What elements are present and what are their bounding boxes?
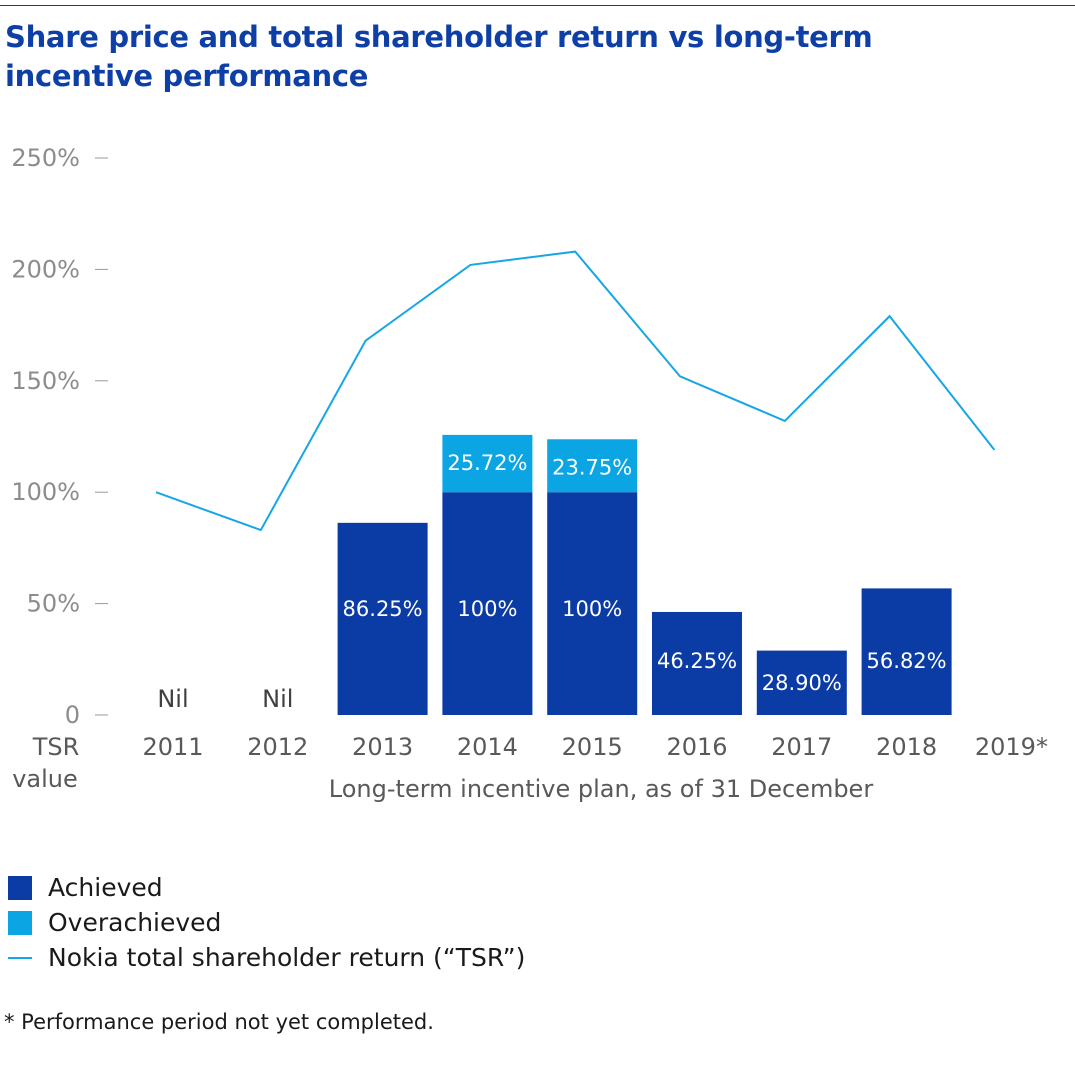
x-tick-label: 2013 [352,733,413,761]
bar-label-nil: Nil [157,685,188,713]
y-axis-label-line1: TSR [32,733,80,761]
x-tick-label: 2015 [562,733,623,761]
bar-overachieved [547,439,638,493]
bar-label-achieved: 86.25% [343,597,423,621]
bar-label-nil: Nil [262,685,293,713]
legend-item-achieved: Achieved [8,870,525,905]
bar-label-achieved: 56.82% [867,649,947,673]
y-tick-label: 50% [27,590,80,618]
legend-item-tsr: Nokia total shareholder return (“TSR”) [8,940,525,975]
legend-swatch-tsr [8,956,32,959]
y-axis-label-line2: value [12,765,78,793]
x-axis-title: Long-term incentive plan, as of 31 Decem… [329,775,874,803]
legend-item-overachieved: Overachieved [8,905,525,940]
legend-label-tsr: Nokia total shareholder return (“TSR”) [48,943,526,972]
bar-label-achieved: 100% [562,597,622,621]
bar-achieved [861,588,952,715]
bar-achieved [337,522,428,715]
legend-label-achieved: Achieved [48,873,163,902]
y-tick-label: 150% [11,367,80,395]
y-tick-label: 200% [11,255,80,283]
bar-achieved [547,492,638,715]
x-tick-label: 2014 [457,733,518,761]
x-tick-label: 2019* [975,733,1048,761]
bar-label-overachieved: 25.72% [447,451,527,475]
chart-title: Share price and total shareholder return… [5,20,873,93]
top-rule [0,5,1075,6]
chart: 0 50% 100% 150% 200% 250% Nil Nil 86.25% 100% 25.… [11,144,1048,803]
bar-achieved [442,492,533,715]
bar-label-overachieved: 23.75% [552,455,632,479]
footnote: * Performance period not yet completed. [4,1010,434,1034]
legend-swatch-achieved [8,875,32,900]
bar-achieved [756,650,847,715]
legend-label-overachieved: Overachieved [48,908,222,937]
legend: Achieved Overachieved Nokia total shareh… [8,870,525,975]
y-tick-label: 0 [65,701,80,729]
bar-overachieved [442,434,533,493]
legend-swatch-overachieved [8,910,32,935]
x-tick-label: 2016 [666,733,727,761]
x-tick-label: 2012 [247,733,308,761]
y-tick-label: 100% [11,478,80,506]
y-tick-label: 250% [11,144,80,172]
x-tick-label: 2017 [771,733,832,761]
bar-label-achieved: 28.90% [762,671,842,695]
bar-label-achieved: 46.25% [657,649,737,673]
x-tick-label: 2011 [142,733,203,761]
x-tick-label: 2018 [876,733,937,761]
bar-label-achieved: 100% [457,597,517,621]
bar-achieved [652,611,742,715]
